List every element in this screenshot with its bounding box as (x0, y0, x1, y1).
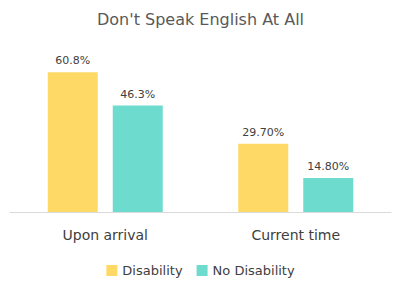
svg-text:46.3%: 46.3% (120, 88, 155, 101)
svg-text:60.8%: 60.8% (55, 54, 90, 67)
svg-text:No Disability: No Disability (213, 263, 295, 278)
svg-text:14.80%: 14.80% (307, 160, 349, 173)
svg-text:Don't Speak English At All: Don't Speak English At All (97, 10, 304, 29)
svg-text:Current time: Current time (251, 227, 340, 243)
svg-text:29.70%: 29.70% (242, 126, 284, 139)
svg-text:Upon arrival: Upon arrival (62, 227, 148, 243)
svg-text:Disability: Disability (122, 263, 183, 278)
